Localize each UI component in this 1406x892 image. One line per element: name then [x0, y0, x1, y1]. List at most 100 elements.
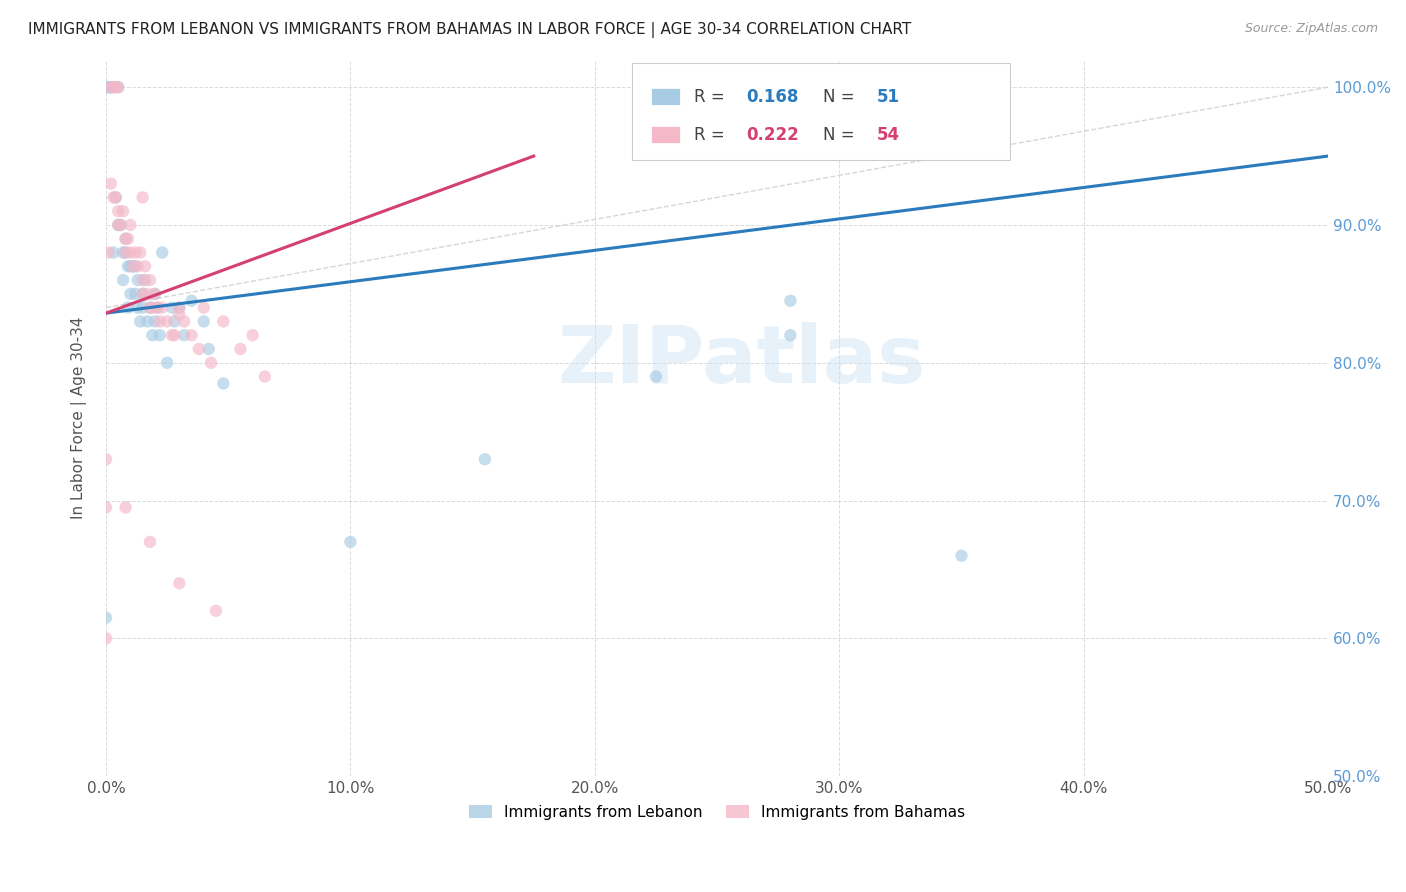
- Point: [205, 604, 228, 618]
- Point: [229, 342, 252, 356]
- Point: [160, 328, 183, 343]
- Point: [150, 301, 173, 315]
- Point: [146, 301, 169, 315]
- Point: [120, 245, 142, 260]
- Point: [197, 342, 219, 356]
- Point: [117, 260, 139, 274]
- Point: [94, 632, 117, 646]
- Point: [97, 80, 120, 95]
- Point: [131, 190, 153, 204]
- Point: [143, 314, 166, 328]
- Point: [124, 260, 146, 274]
- Point: [242, 328, 264, 343]
- Point: [120, 260, 142, 274]
- Point: [169, 576, 191, 591]
- Point: [103, 245, 125, 260]
- Point: [110, 218, 132, 232]
- Point: [112, 204, 135, 219]
- Point: [163, 328, 186, 343]
- Point: [950, 549, 973, 563]
- Point: [107, 218, 129, 232]
- Point: [143, 286, 166, 301]
- Text: ZIPatlas: ZIPatlas: [557, 321, 925, 400]
- Point: [131, 286, 153, 301]
- Point: [156, 356, 179, 370]
- Point: [200, 356, 222, 370]
- Point: [193, 314, 215, 328]
- FancyBboxPatch shape: [631, 63, 1011, 160]
- Point: [134, 273, 156, 287]
- Point: [107, 218, 129, 232]
- Point: [104, 190, 127, 204]
- Point: [139, 301, 162, 315]
- Point: [180, 328, 202, 343]
- Point: [120, 286, 142, 301]
- Point: [156, 314, 179, 328]
- Point: [149, 328, 172, 343]
- Point: [117, 232, 139, 246]
- Point: [253, 369, 276, 384]
- Point: [94, 610, 117, 624]
- Point: [645, 369, 668, 384]
- Point: [212, 376, 235, 391]
- Point: [339, 535, 361, 549]
- Point: [169, 308, 191, 322]
- Point: [127, 301, 149, 315]
- Point: [112, 273, 135, 287]
- Point: [146, 301, 169, 315]
- Point: [114, 245, 136, 260]
- Point: [136, 286, 159, 301]
- Point: [131, 301, 153, 315]
- Text: 51: 51: [877, 87, 900, 106]
- Text: 54: 54: [877, 126, 900, 144]
- Text: Source: ZipAtlas.com: Source: ZipAtlas.com: [1244, 22, 1378, 36]
- Point: [139, 535, 162, 549]
- Point: [127, 260, 149, 274]
- Point: [169, 301, 191, 315]
- Point: [107, 80, 129, 95]
- Point: [103, 190, 125, 204]
- Point: [97, 80, 120, 95]
- Point: [149, 314, 172, 328]
- Point: [120, 218, 142, 232]
- Point: [169, 301, 191, 315]
- Text: N =: N =: [824, 87, 860, 106]
- Point: [124, 245, 146, 260]
- Point: [103, 80, 125, 95]
- Point: [139, 273, 162, 287]
- Point: [97, 245, 120, 260]
- Text: 0.222: 0.222: [747, 126, 799, 144]
- Point: [141, 301, 163, 315]
- Point: [139, 301, 162, 315]
- Point: [187, 342, 209, 356]
- Point: [136, 314, 159, 328]
- Text: N =: N =: [824, 126, 860, 144]
- Point: [100, 80, 122, 95]
- Point: [173, 314, 195, 328]
- Point: [160, 301, 183, 315]
- Point: [779, 328, 801, 343]
- Point: [122, 260, 145, 274]
- Point: [173, 328, 195, 343]
- Point: [127, 273, 149, 287]
- Point: [103, 80, 125, 95]
- Point: [94, 500, 117, 515]
- Y-axis label: In Labor Force | Age 30-34: In Labor Force | Age 30-34: [72, 317, 87, 519]
- Point: [114, 232, 136, 246]
- Point: [134, 260, 156, 274]
- Point: [104, 190, 127, 204]
- Point: [124, 286, 146, 301]
- Point: [212, 314, 235, 328]
- Point: [100, 80, 122, 95]
- Point: [129, 314, 152, 328]
- Point: [114, 500, 136, 515]
- Point: [112, 245, 135, 260]
- Legend: Immigrants from Lebanon, Immigrants from Bahamas: Immigrants from Lebanon, Immigrants from…: [463, 798, 972, 826]
- Point: [193, 301, 215, 315]
- Point: [114, 232, 136, 246]
- Point: [141, 328, 163, 343]
- Point: [114, 245, 136, 260]
- Point: [100, 177, 122, 191]
- Point: [180, 293, 202, 308]
- Point: [143, 286, 166, 301]
